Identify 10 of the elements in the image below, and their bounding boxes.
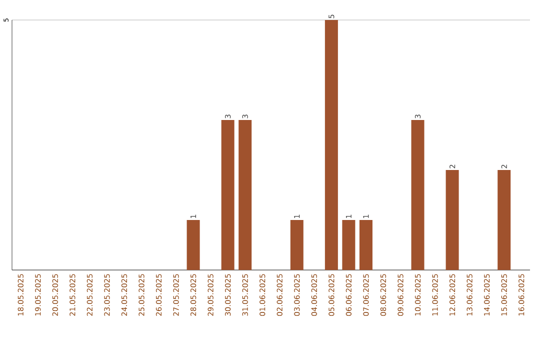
bar: [324, 20, 338, 270]
bar: [290, 220, 304, 270]
bar: [221, 120, 234, 270]
bar: [411, 120, 424, 270]
bar: [186, 220, 200, 270]
bar: [446, 170, 459, 270]
bar: [498, 170, 511, 270]
bar: [342, 220, 356, 270]
bar: [359, 220, 372, 270]
bar: [238, 120, 252, 270]
